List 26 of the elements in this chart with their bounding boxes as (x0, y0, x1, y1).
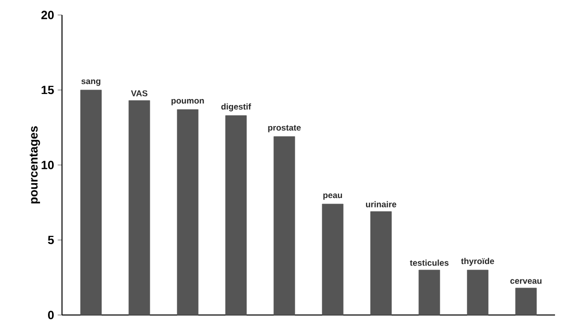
y-tick-label: 15 (42, 86, 54, 94)
bar (128, 100, 150, 316)
x-tick-label: digestif (221, 103, 252, 112)
y-tick-label: 20 (41, 10, 54, 20)
bar (80, 90, 102, 316)
bar (515, 288, 537, 316)
y-axis-title: pourcentages (30, 126, 40, 204)
bar (418, 270, 440, 316)
bar (225, 115, 247, 316)
bar (370, 211, 392, 316)
bar (322, 204, 344, 316)
bar (176, 109, 198, 316)
y-tick-label: 0 (48, 310, 54, 320)
x-tick-label: sang (81, 79, 100, 86)
y-tick-label: 5 (48, 236, 54, 244)
x-tick-label: poumon (172, 98, 204, 106)
y-tick-label: 10 (42, 160, 54, 170)
x-tick-label: thyroïde (461, 258, 494, 266)
bar (466, 270, 488, 316)
x-tick-label: urinaire (366, 201, 396, 208)
x-tick-label: VAS (131, 90, 148, 96)
bar (274, 136, 296, 316)
x-tick-label: peau (323, 193, 342, 200)
x-tick-label: testicules (410, 260, 449, 266)
x-tick-label: cerveau (510, 279, 542, 284)
x-tick-label: prostate (268, 125, 301, 132)
